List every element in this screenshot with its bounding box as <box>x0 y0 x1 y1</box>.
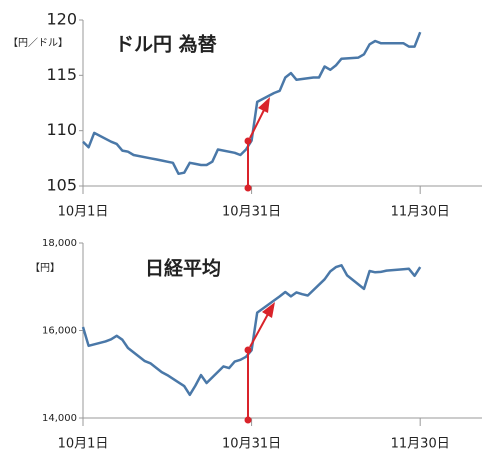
x-tick-label: 11月30日 <box>391 437 450 452</box>
y-tick-label: 14,000 <box>42 413 77 424</box>
chart-title: 日経平均 <box>145 257 221 280</box>
y-tick-label: 120 <box>46 10 77 29</box>
x-tick-label: 11月30日 <box>391 205 450 220</box>
x-tick-label: 10月31日 <box>222 437 281 452</box>
line-series <box>81 264 422 397</box>
y-unit: 【円】 <box>30 262 60 274</box>
y-tick-label: 110 <box>46 120 77 139</box>
y-tick-label: 115 <box>46 65 77 84</box>
annotation <box>244 97 275 424</box>
x-tick-label: 10月1日 <box>58 205 109 220</box>
y-unit: 【円／ドル】 <box>8 37 68 49</box>
line-series <box>82 31 422 176</box>
x-tick-label: 10月31日 <box>222 205 281 220</box>
chart-title: ドル円 為替 <box>115 33 218 56</box>
y-tick-label: 18,000 <box>42 238 77 249</box>
y-tick-label: 16,000 <box>42 326 77 337</box>
y-tick-label: 105 <box>46 176 77 195</box>
x-tick-label: 10月1日 <box>58 437 109 452</box>
